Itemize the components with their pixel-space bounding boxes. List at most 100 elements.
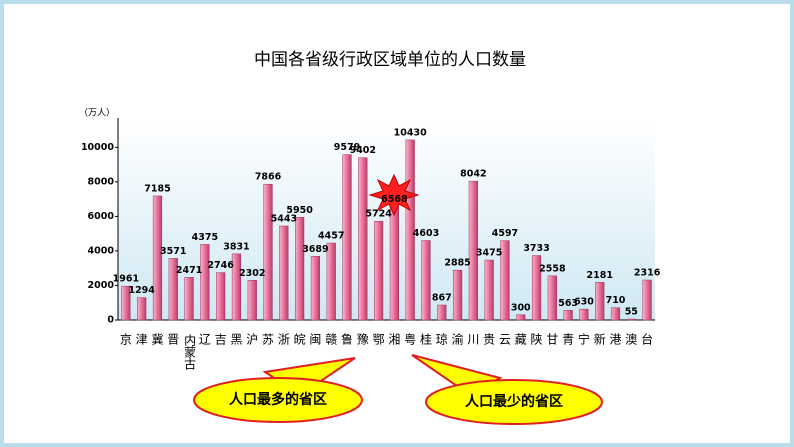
y-tick-label: 8000	[88, 176, 115, 187]
x-tick-label: 川	[467, 333, 479, 347]
bar	[263, 183, 273, 321]
value-label: 3689	[302, 244, 328, 255]
value-label: 10430	[394, 127, 427, 138]
x-tick-label: 陕	[531, 332, 543, 347]
value-label: 3733	[523, 243, 549, 254]
x-tick-label: 新	[594, 332, 606, 347]
x-tick-label: 沪	[246, 333, 258, 347]
bar	[295, 217, 305, 321]
annotation: 人口最多的省区	[229, 391, 327, 408]
bar	[216, 272, 226, 321]
value-label: 867	[432, 293, 452, 304]
bar	[200, 244, 210, 321]
bar	[405, 139, 415, 321]
value-label: 4603	[413, 228, 439, 239]
bar	[137, 297, 147, 321]
bar	[468, 180, 478, 321]
value-label: 4457	[318, 231, 344, 242]
value-label: 2746	[207, 260, 234, 271]
x-tick-label: 宁	[578, 332, 590, 347]
value-label: 2302	[239, 268, 265, 279]
value-label: 1294	[128, 285, 155, 296]
value-label: 4375	[192, 232, 218, 243]
value-label: 8042	[460, 169, 486, 180]
bar	[595, 282, 605, 321]
x-tick-label: 渝	[452, 332, 464, 347]
x-tick-label: 京	[120, 333, 132, 347]
x-tick-label: 津	[136, 333, 148, 347]
callout-patch	[268, 385, 288, 415]
value-label: 4597	[492, 228, 518, 239]
value-label: 2558	[539, 263, 566, 274]
bar	[642, 279, 652, 321]
value-label: 7185	[144, 183, 170, 194]
bar	[358, 157, 368, 321]
y-tick-label: 6000	[88, 211, 115, 222]
x-tick-label: 甘	[546, 333, 558, 347]
bar	[326, 242, 336, 321]
value-label: 5443	[271, 214, 297, 225]
value-label: 6568	[381, 194, 408, 205]
x-tick-label: 黑	[230, 333, 242, 347]
x-tick-label: 琼	[436, 332, 448, 347]
value-label: 5950	[286, 205, 313, 216]
value-label: 7866	[255, 172, 282, 183]
bar	[279, 225, 289, 321]
bar	[500, 240, 510, 321]
value-label: 2316	[634, 268, 661, 279]
value-label: 5724	[365, 209, 392, 220]
y-axis-label: （万人）	[79, 108, 115, 119]
bar	[563, 310, 573, 321]
chart-title: 中国各省级行政区域单位的人口数量	[254, 50, 526, 70]
x-tick-label: 桂	[420, 332, 432, 347]
x-tick-label: 苏	[262, 333, 274, 347]
value-label: 2181	[586, 270, 612, 281]
x-tick-label: 湘	[388, 332, 400, 347]
y-tick-label: 4000	[88, 245, 115, 256]
bar	[231, 253, 242, 321]
callout-patch	[490, 387, 510, 417]
x-tick-label: 闽	[309, 333, 321, 347]
x-tick-label: 港	[610, 333, 622, 347]
value-label: 630	[574, 297, 594, 308]
x-tick-label: 粤	[404, 332, 416, 347]
value-label: 3475	[476, 248, 502, 259]
bar	[547, 275, 557, 321]
bar	[389, 206, 399, 321]
x-tick-label: 浙	[278, 333, 290, 347]
bar	[342, 154, 352, 321]
callout	[425, 379, 603, 425]
x-tick-label: 辽	[199, 333, 211, 347]
bar	[247, 280, 257, 321]
value-label: 3831	[223, 241, 249, 252]
bar	[579, 308, 589, 321]
bar	[152, 195, 163, 321]
x-tick-label: 晋	[167, 333, 179, 347]
bar	[168, 258, 178, 321]
value-label: 9579	[334, 142, 360, 153]
value-label: 2885	[444, 258, 470, 269]
annotation: 人口最少的省区	[465, 393, 563, 410]
value-label: 55	[625, 307, 638, 318]
bars	[115, 118, 655, 321]
value-label: 300	[511, 302, 531, 313]
y-tick-label: 2000	[88, 280, 115, 291]
bar	[531, 255, 542, 321]
x-tick-label: 藏	[515, 333, 527, 347]
value-label: 3571	[160, 246, 186, 257]
bar	[626, 318, 636, 321]
x-tick-label: 皖	[294, 333, 306, 347]
x-tick-label: 豫	[357, 333, 369, 347]
x-tick-label: 贵	[483, 333, 495, 347]
bar	[452, 269, 463, 321]
x-tick-label: 澳	[625, 333, 637, 347]
bar	[310, 256, 321, 321]
bar	[184, 277, 194, 321]
value-label: 710	[606, 295, 626, 306]
value-label: 9402	[350, 145, 376, 156]
x-tick-label: 吉	[215, 333, 227, 347]
bar	[516, 314, 526, 321]
